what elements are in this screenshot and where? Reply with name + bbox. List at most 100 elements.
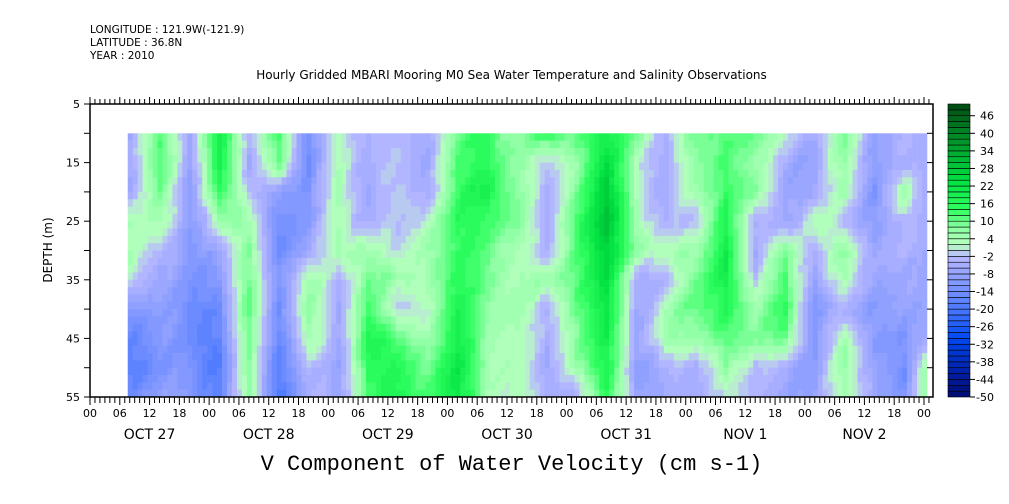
heatmap-cell <box>718 155 724 163</box>
heatmap-cell <box>316 191 322 200</box>
heatmap-cell <box>390 265 397 273</box>
heatmap-cell <box>668 265 675 273</box>
heatmap-cell <box>291 272 297 281</box>
heatmap-cell <box>241 389 248 398</box>
heatmap-cell <box>500 199 506 207</box>
heatmap-cell <box>465 250 471 259</box>
heatmap-cell <box>152 133 158 141</box>
heatmap-cell <box>713 213 719 222</box>
heatmap-cell <box>127 169 133 178</box>
heatmap-cell <box>713 235 719 244</box>
heatmap-cell <box>713 184 719 193</box>
heatmap-cell <box>231 309 238 317</box>
heatmap-cell <box>147 331 153 339</box>
heatmap-cell <box>167 155 173 163</box>
heatmap-cell <box>172 199 178 207</box>
heatmap-cell <box>356 213 362 222</box>
heatmap-cell <box>639 279 645 288</box>
heatmap-cell <box>490 301 496 310</box>
heatmap-cell <box>619 169 625 178</box>
heatmap-cell <box>648 140 655 149</box>
heatmap-cell <box>227 162 233 171</box>
heatmap-cell <box>763 243 769 251</box>
heatmap-cell <box>311 294 317 303</box>
heatmap-cell <box>231 177 238 185</box>
heatmap-cell <box>261 294 268 303</box>
heatmap-cell <box>708 162 714 171</box>
heatmap-cell <box>534 221 541 229</box>
heatmap-cell <box>683 272 689 281</box>
heatmap-cell <box>807 367 814 376</box>
heatmap-cell <box>460 367 466 376</box>
heatmap-cell <box>167 184 173 193</box>
heatmap-cell <box>564 191 570 200</box>
heatmap-cell <box>236 243 243 251</box>
heatmap-cell <box>584 353 590 361</box>
heatmap-cell <box>524 140 531 149</box>
heatmap-cell <box>569 235 575 244</box>
heatmap-cell <box>738 155 744 163</box>
heatmap-cell <box>564 184 570 193</box>
heatmap-cell <box>375 301 382 310</box>
heatmap-cell <box>634 345 640 354</box>
heatmap-cell <box>584 133 590 141</box>
heatmap-cell <box>336 265 342 273</box>
heatmap-cell <box>197 294 203 303</box>
heatmap-cell <box>202 301 208 310</box>
heatmap-cell <box>182 228 188 237</box>
heatmap-cell <box>738 265 744 273</box>
heatmap-cell <box>311 147 317 156</box>
heatmap-cell <box>743 353 749 361</box>
heatmap-cell <box>375 272 382 281</box>
heatmap-cell <box>137 389 143 398</box>
heatmap-cell <box>490 382 496 390</box>
heatmap-cell <box>797 353 804 361</box>
heatmap-cell <box>162 294 168 303</box>
heatmap-cell <box>321 367 327 376</box>
heatmap-cell <box>698 375 704 383</box>
heatmap-cell <box>475 228 481 237</box>
heatmap-cell <box>162 221 168 229</box>
heatmap-cell <box>227 133 233 141</box>
heatmap-cell <box>420 272 426 281</box>
heatmap-cell <box>351 272 357 281</box>
heatmap-cell <box>475 323 481 332</box>
heatmap-cell <box>331 184 337 193</box>
heatmap-cell <box>812 287 819 295</box>
heatmap-cell <box>405 316 411 325</box>
heatmap-cell <box>490 228 496 237</box>
heatmap-cell <box>544 331 550 339</box>
heatmap-cell <box>584 279 590 288</box>
heatmap-cell <box>534 316 541 325</box>
heatmap-cell <box>465 353 471 361</box>
heatmap-cell <box>509 345 516 354</box>
heatmap-cell <box>534 133 541 141</box>
heatmap-cell <box>708 316 714 325</box>
heatmap-cell <box>574 257 580 266</box>
heatmap-cell <box>604 279 610 288</box>
heatmap-cell <box>594 213 600 222</box>
heatmap-cell <box>261 323 268 332</box>
heatmap-cell <box>460 177 466 185</box>
heatmap-cell <box>703 272 709 281</box>
heatmap-cell <box>812 169 819 178</box>
heatmap-cell <box>604 147 610 156</box>
heatmap-cell <box>465 140 471 149</box>
heatmap-cell <box>385 345 392 354</box>
heatmap-cell <box>356 389 362 398</box>
heatmap-cell <box>673 235 680 244</box>
heatmap-cell <box>708 389 714 398</box>
heatmap-cell <box>703 257 709 266</box>
heatmap-cell <box>420 250 426 259</box>
heatmap-cell <box>773 353 779 361</box>
heatmap-cell <box>748 375 754 383</box>
heatmap-cell <box>574 177 580 185</box>
heatmap-cell <box>241 199 248 207</box>
heatmap-cell <box>589 301 595 310</box>
heatmap-cell <box>797 235 804 244</box>
heatmap-cell <box>182 169 188 178</box>
heatmap-cell <box>763 206 769 215</box>
heatmap-cell <box>341 133 347 141</box>
heatmap-cell <box>619 331 625 339</box>
heatmap-cell <box>167 316 173 325</box>
